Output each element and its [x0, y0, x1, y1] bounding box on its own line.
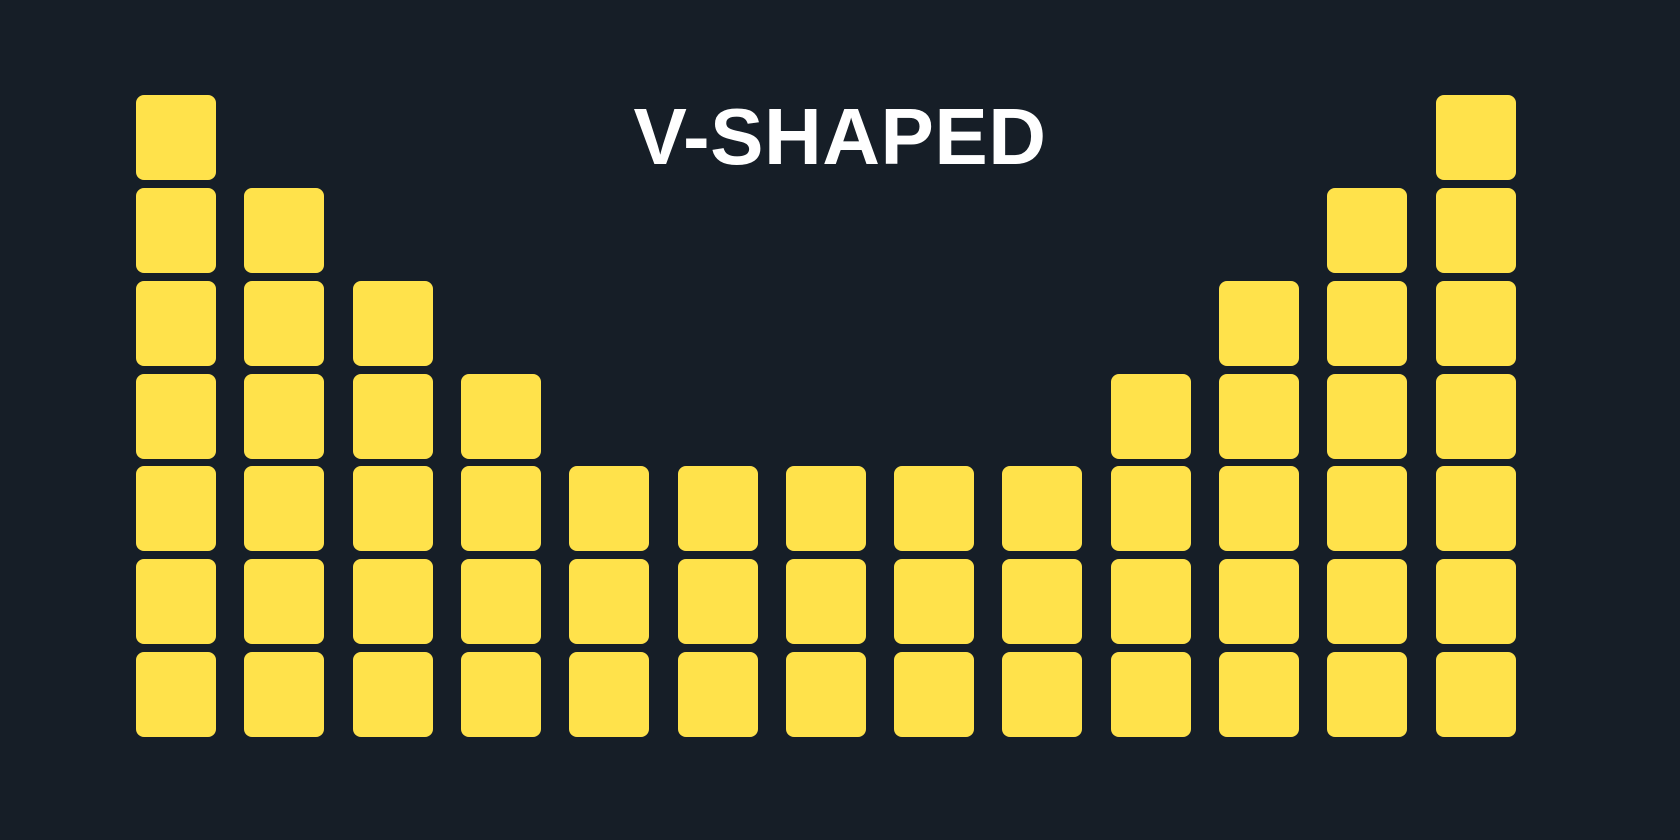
- bar-cell: [1002, 559, 1083, 645]
- bar-cell: [1435, 187, 1516, 273]
- bar-column: [894, 0, 1002, 840]
- bar-cell: [136, 466, 216, 552]
- bar-cell: [136, 373, 216, 459]
- bar-cell: [894, 652, 975, 738]
- bar-column: [352, 0, 461, 840]
- bar-cell: [1327, 466, 1408, 552]
- bar-cell: [1219, 280, 1299, 366]
- bar-cell: [352, 373, 433, 459]
- bar-cell: [1435, 95, 1516, 180]
- bar-cell: [1435, 373, 1516, 459]
- bar-cell: [244, 187, 325, 273]
- bar-cell: [1002, 652, 1083, 738]
- bar-column: [1219, 0, 1327, 840]
- bar-cell: [352, 466, 433, 552]
- bar-cell: [1219, 373, 1299, 459]
- bar-cell: [1002, 466, 1083, 552]
- bar-cell: [460, 559, 541, 645]
- bar-cell: [136, 652, 216, 738]
- bar-column: [1327, 0, 1435, 840]
- bar-cell: [1110, 373, 1191, 459]
- bar-column: [1435, 0, 1544, 840]
- bar-cell: [1327, 373, 1408, 459]
- bar-cell: [1435, 652, 1516, 738]
- bar-cell: [244, 373, 325, 459]
- bar-cell: [460, 466, 541, 552]
- bar-cell: [894, 559, 975, 645]
- bar-cell: [1219, 466, 1299, 552]
- bar-cell: [460, 652, 541, 738]
- bar-cell: [244, 280, 325, 366]
- bar-cell: [136, 95, 216, 180]
- bar-cell: [460, 373, 541, 459]
- bar-cell: [569, 466, 650, 552]
- bar-cell: [1327, 652, 1408, 738]
- bar-cell: [569, 652, 650, 738]
- bar-cell: [1327, 559, 1408, 645]
- bar-cell: [894, 466, 975, 552]
- bar-cell: [1435, 280, 1516, 366]
- bar-column: [569, 0, 677, 840]
- bar-cell: [1110, 652, 1191, 738]
- bar-cell: [677, 652, 758, 738]
- bar-cell: [785, 559, 866, 645]
- bar-cell: [352, 652, 433, 738]
- bar-cell: [785, 652, 866, 738]
- chart-title: V-SHAPED: [633, 92, 1047, 181]
- bar-column: [244, 0, 352, 840]
- bar-cell: [244, 652, 325, 738]
- bar-cell: [352, 280, 433, 366]
- bar-cell: [1435, 466, 1516, 552]
- bar-cell: [1327, 280, 1408, 366]
- bar-cell: [1110, 559, 1191, 645]
- bar-cell: [1219, 652, 1299, 738]
- bar-cell: [136, 559, 216, 645]
- bar-cell: [136, 280, 216, 366]
- bar-column: [677, 0, 786, 840]
- bar-column: [785, 0, 894, 840]
- bar-cell: [785, 466, 866, 552]
- bar-cell: [1435, 559, 1516, 645]
- bar-cell: [677, 466, 758, 552]
- bar-cell: [136, 187, 216, 273]
- bar-column: [136, 0, 244, 840]
- bar-cell: [1110, 466, 1191, 552]
- bar-cell: [569, 559, 650, 645]
- bar-cell: [677, 559, 758, 645]
- bar-cell: [1219, 559, 1299, 645]
- bar-cell: [1327, 187, 1408, 273]
- bar-column: [1002, 0, 1110, 840]
- bar-cell: [244, 559, 325, 645]
- bar-cell: [244, 466, 325, 552]
- bar-column: [460, 0, 569, 840]
- bar-column: [1110, 0, 1219, 840]
- bar-cell: [352, 559, 433, 645]
